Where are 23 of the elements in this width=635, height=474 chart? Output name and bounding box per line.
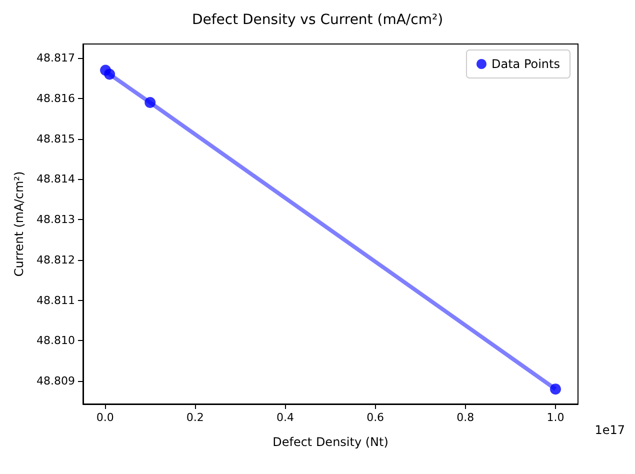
y-axis-title: Current (mA/cm²): [12, 171, 26, 277]
y-tick-label: 48.812: [36, 253, 75, 266]
y-tick-label: 48.814: [36, 172, 75, 186]
x-tick-label: 0.6: [366, 411, 384, 424]
y-tick-label: 48.815: [36, 132, 75, 146]
x-tick-label: 0.2: [186, 411, 204, 424]
point: [104, 68, 116, 80]
x-tick-label: 0.8: [456, 411, 474, 424]
y-tick-label: 48.811: [36, 294, 75, 307]
legend-label: Data Points: [491, 57, 560, 71]
y-tick-label: 48.810: [36, 334, 75, 348]
x-tick-label: 0.0: [96, 411, 114, 424]
chart-title: Defect Density vs Current (mA/cm²): [192, 12, 444, 28]
y-tick-label: 48.817: [36, 52, 75, 65]
x-axis-title: Defect Density (Nt): [272, 435, 388, 449]
y-tick-label: 48.809: [36, 374, 75, 388]
point: [550, 384, 561, 395]
text: 1e17: [594, 423, 626, 437]
y-tick-label: 48.816: [36, 92, 75, 105]
x-tick-label: 1.0: [546, 411, 564, 424]
y-tick-label: 48.813: [36, 213, 75, 226]
x-tick-label: 0.4: [276, 411, 294, 424]
point: [144, 97, 156, 108]
